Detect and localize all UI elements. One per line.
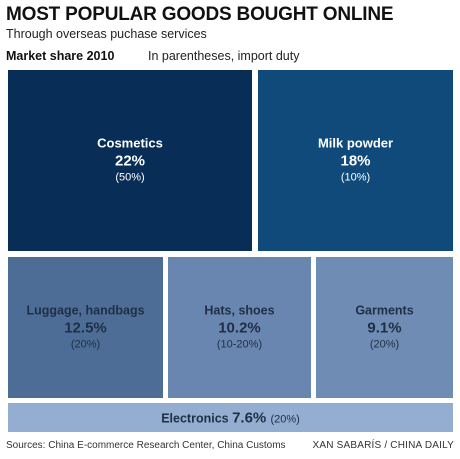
- duty-note: In parentheses, import duty: [148, 49, 300, 63]
- label-line-electronics: Electronics 7.6% (20%): [161, 410, 300, 427]
- duty-milk-powder: (10%): [341, 172, 370, 184]
- label-hats-shoes: Hats, shoes: [204, 304, 274, 318]
- label-garments: Garments: [355, 304, 413, 318]
- credit-note: XAN SABARÍS / CHINA DAILY: [312, 440, 454, 451]
- label-electronics: Electronics: [161, 412, 232, 426]
- duty-cosmetics: (50%): [115, 172, 144, 184]
- share-milk-powder: 18%: [340, 153, 370, 170]
- share-hats-shoes: 10.2%: [218, 320, 261, 337]
- metric-label: Market share 2010: [6, 49, 115, 63]
- chart-subtitle: Through overseas puchase services: [6, 27, 207, 41]
- share-garments: 9.1%: [367, 320, 401, 337]
- share-electronics: 7.6%: [232, 410, 270, 427]
- label-milk-powder: Milk powder: [318, 136, 393, 151]
- tile-electronics: [8, 403, 453, 432]
- duty-hats-shoes: (10-20%): [217, 339, 262, 351]
- tile-hats-shoes: [168, 257, 311, 398]
- duty-garments: (20%): [370, 339, 399, 351]
- chart-title: MOST POPULAR GOODS BOUGHT ONLINE: [6, 4, 394, 25]
- source-note: Sources: China E-commerce Research Cente…: [6, 440, 286, 451]
- tile-garments: [316, 257, 453, 398]
- share-cosmetics: 22%: [115, 153, 145, 170]
- duty-electronics: (20%): [270, 414, 299, 426]
- tile-milk-powder: [258, 70, 453, 251]
- duty-luggage-handbags: (20%): [71, 339, 100, 351]
- share-luggage-handbags: 12.5%: [64, 320, 107, 337]
- tile-cosmetics: [8, 70, 252, 251]
- tile-luggage-handbags: [8, 257, 163, 398]
- label-cosmetics: Cosmetics: [97, 136, 163, 151]
- label-luggage-handbags: Luggage, handbags: [26, 304, 144, 318]
